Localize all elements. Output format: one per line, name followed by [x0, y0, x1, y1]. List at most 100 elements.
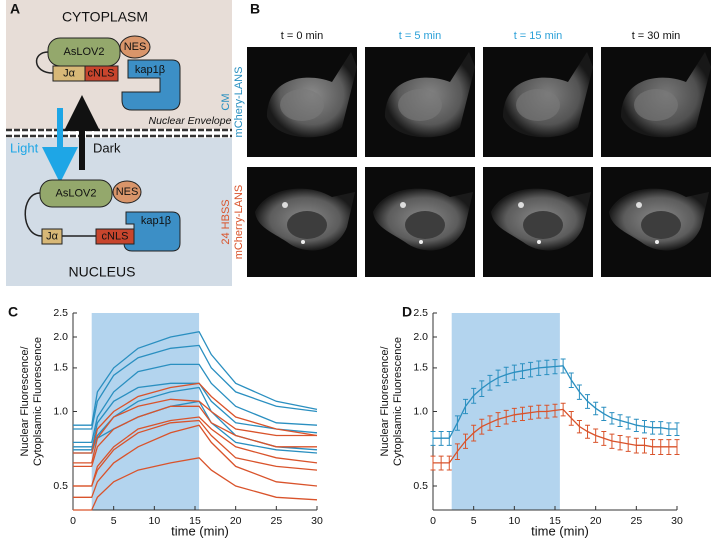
nucleus: [523, 211, 563, 239]
error-bar: [511, 407, 517, 423]
part-label: AsLOV2: [56, 187, 97, 199]
nucleus: [516, 89, 560, 121]
data-line: [73, 405, 317, 468]
error-bar: [552, 403, 558, 418]
error-bar: [430, 455, 436, 471]
j-alpha: [41, 228, 63, 245]
error-bar: [487, 415, 493, 431]
error-bar: [641, 437, 647, 454]
data-line: [73, 344, 318, 430]
x-tick-label: 15: [189, 515, 201, 527]
error-bar: [544, 404, 550, 419]
error-bar: [495, 369, 501, 387]
time-label: t = 30 min: [632, 30, 681, 42]
time-label: t = 15 min: [514, 30, 563, 42]
cnls: [84, 65, 119, 82]
error-bar: [446, 431, 452, 446]
row-label: CM: [220, 93, 232, 110]
nucleus: [634, 89, 678, 121]
part-label: cNLS: [88, 67, 115, 79]
nucleus: [280, 89, 324, 121]
error-bar: [438, 455, 444, 471]
error-bar: [463, 398, 469, 415]
error-bar: [601, 406, 607, 421]
panel-label: C: [8, 304, 18, 320]
x-tick-label: 0: [70, 515, 76, 527]
aslov2: [39, 179, 113, 208]
error-bar: [471, 424, 477, 442]
y-tick-label: 0.5: [53, 480, 68, 492]
x-tick-label: 10: [508, 515, 520, 527]
panel-label: A: [10, 1, 20, 17]
granule: [636, 202, 642, 208]
light-label: Light: [10, 140, 39, 155]
granule: [282, 202, 288, 208]
x-tick-label: 0: [430, 515, 436, 527]
data-line: [73, 457, 318, 511]
y-axis-label: Nuclear Fluorescence/: [379, 346, 391, 457]
error-bar: [641, 419, 647, 434]
region-label: NUCLEUS: [69, 264, 136, 280]
data-line: [73, 398, 317, 464]
x-tick-label: 5: [111, 515, 117, 527]
error-bar: [585, 394, 591, 409]
granule: [655, 240, 659, 244]
error-bar: [585, 424, 591, 439]
error-bar: [633, 418, 639, 433]
cnls: [95, 228, 135, 245]
cytoplasm-bg: [6, 0, 232, 130]
error-bar: [430, 431, 436, 446]
dark-label: Dark: [93, 140, 121, 155]
error-bar: [528, 405, 534, 420]
x-tick-label: 15: [549, 515, 561, 527]
error-bar: [617, 434, 623, 451]
granule: [301, 240, 305, 244]
error-bar: [438, 431, 444, 446]
panel-b: t = 0 min t = 5 min t = 15 min t = 30 min CM…: [220, 30, 711, 277]
charts: C 0.5 1.0 1.5 2.0 2.5 0 5 10 15 20 25 30 time (min) Nu…: [8, 304, 683, 539]
granule: [518, 202, 524, 208]
error-bar: [552, 359, 558, 375]
kap1b: [121, 59, 181, 111]
part-label: cNLS: [102, 230, 129, 242]
x-axis-label: time (min): [531, 523, 589, 538]
y-axis-label: Cytoplsamic Fluorescence: [32, 337, 44, 466]
error-bar: [487, 374, 493, 391]
x-tick-label: 20: [230, 515, 242, 527]
part-label: NES: [116, 186, 139, 198]
granule: [537, 240, 541, 244]
x-tick-label: 25: [270, 515, 282, 527]
error-bar: [568, 372, 574, 389]
error-bar: [503, 366, 509, 383]
error-bar: [446, 455, 452, 471]
error-bar: [601, 431, 607, 446]
y-tick-label: 2.5: [53, 307, 68, 319]
linker: [35, 51, 54, 74]
error-bar: [617, 414, 623, 427]
part-label: NES: [124, 41, 147, 53]
error-bar: [650, 421, 656, 435]
time-label: t = 5 min: [399, 30, 442, 42]
error-bar: [519, 406, 525, 421]
error-bar: [666, 439, 672, 456]
error-bar: [650, 439, 656, 456]
part-label: Jα: [46, 230, 59, 242]
error-bar: [576, 384, 582, 400]
x-tick-label: 10: [148, 515, 160, 527]
nucleus: [405, 211, 445, 239]
part-label: AsLOV2: [64, 46, 105, 58]
y-tick-label: 1.0: [413, 405, 428, 417]
nucleus: [287, 211, 327, 239]
error-bar: [495, 412, 501, 427]
x-tick-label: 5: [471, 515, 477, 527]
nucleus: [641, 211, 681, 239]
x-tick-label: 30: [671, 515, 683, 527]
region-label: CYTOPLASM: [62, 9, 148, 25]
error-bar: [666, 422, 672, 436]
y-axis-label: Nuclear Fluorescence/: [19, 346, 31, 457]
y-tick-label: 2.0: [413, 331, 428, 343]
error-bar: [479, 380, 485, 397]
x-tick-label: 25: [630, 515, 642, 527]
error-bar: [633, 437, 639, 454]
